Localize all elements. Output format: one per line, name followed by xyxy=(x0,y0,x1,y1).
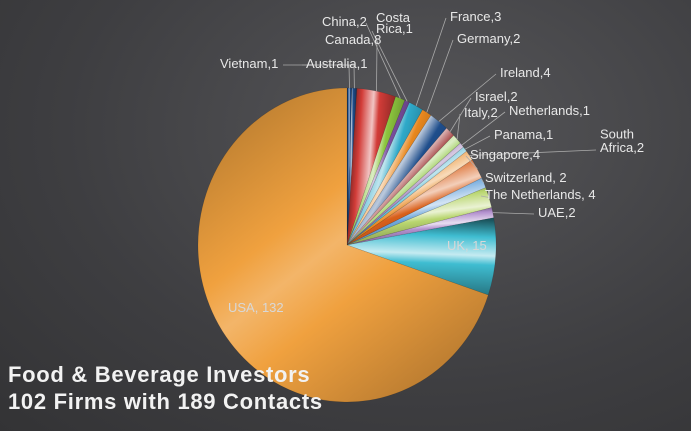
svg-text:The Netherlands, 4: The Netherlands, 4 xyxy=(485,187,596,202)
svg-text:Rica,1: Rica,1 xyxy=(376,21,413,36)
svg-text:USA, 132: USA, 132 xyxy=(228,300,284,315)
svg-text:Australia,1: Australia,1 xyxy=(306,56,367,71)
svg-text:Africa,2: Africa,2 xyxy=(600,140,644,155)
svg-text:Switzerland, 2: Switzerland, 2 xyxy=(485,170,567,185)
svg-text:France,3: France,3 xyxy=(450,9,501,24)
svg-text:Singapore,4: Singapore,4 xyxy=(470,147,540,162)
svg-text:Panama,1: Panama,1 xyxy=(494,127,553,142)
svg-text:UAE,2: UAE,2 xyxy=(538,205,576,220)
svg-text:Germany,2: Germany,2 xyxy=(457,31,520,46)
svg-text:Vietnam,1: Vietnam,1 xyxy=(220,56,278,71)
svg-text:Italy,2: Italy,2 xyxy=(464,105,498,120)
svg-text:Netherlands,1: Netherlands,1 xyxy=(509,103,590,118)
svg-text:Israel,2: Israel,2 xyxy=(475,89,518,104)
svg-text:Canada,8: Canada,8 xyxy=(325,32,381,47)
svg-text:UK, 15: UK, 15 xyxy=(447,238,487,253)
svg-text:Ireland,4: Ireland,4 xyxy=(500,65,551,80)
svg-text:China,2: China,2 xyxy=(322,14,367,29)
